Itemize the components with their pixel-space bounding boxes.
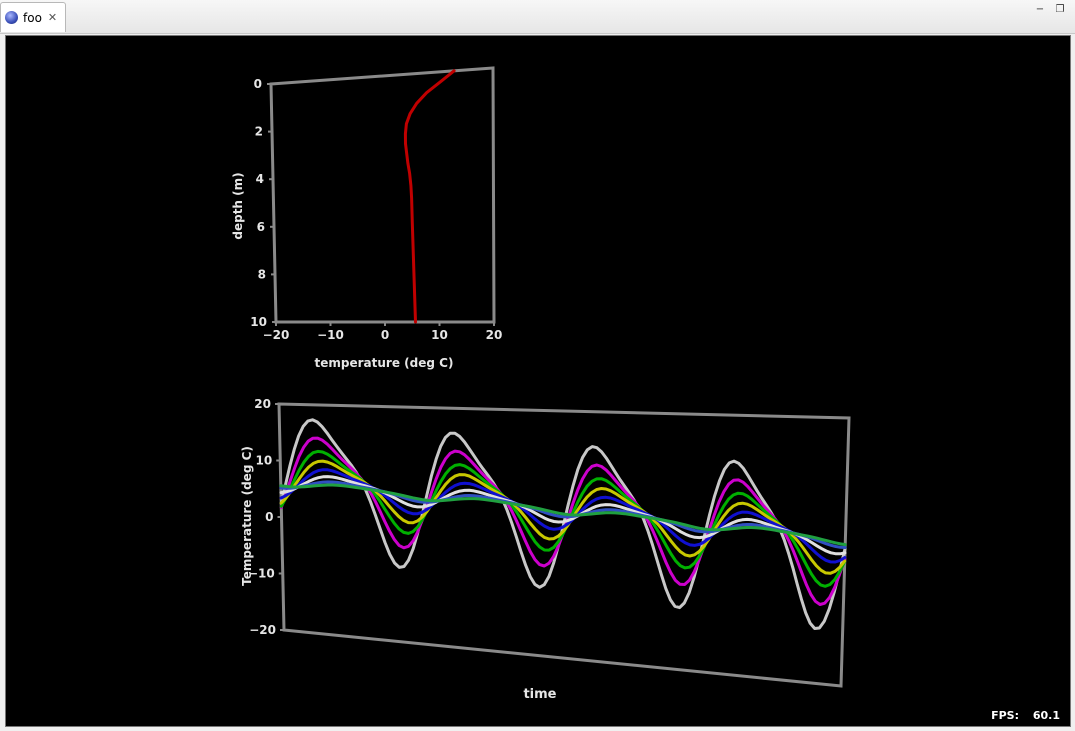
- timeseries-series-line-2: [279, 449, 847, 588]
- profile-x-tick-label: 20: [486, 328, 503, 342]
- timeseries-y-tick-label: 20: [254, 397, 271, 411]
- tab-label: foo: [23, 10, 42, 25]
- profile-y-tick-label: 2: [255, 125, 263, 139]
- timeseries-axes-frame: [277, 402, 851, 688]
- profile-series-line-0: [403, 69, 456, 324]
- timeseries-y-tick-label: 0: [265, 510, 273, 524]
- timeseries-y-tick-label: −10: [248, 567, 275, 581]
- timeseries-x-axis-label: time: [523, 687, 556, 702]
- timeseries-y-axis-label: Temperature (deg C): [240, 446, 254, 586]
- timeseries-y-tick-label: 10: [256, 454, 273, 468]
- profile-x-axis-label: temperature (deg C): [315, 356, 454, 370]
- timeseries-y-tick-label: −20: [249, 623, 276, 637]
- profile-y-tick-label: 6: [257, 220, 265, 234]
- fps-label: FPS:: [991, 709, 1020, 722]
- profile-x-tick-label: −20: [263, 328, 290, 342]
- close-icon[interactable]: ✕: [47, 11, 58, 24]
- restore-icon[interactable]: ❐: [1055, 4, 1065, 15]
- render-viewport[interactable]: −20 −10 0 10 20 0 2 4 6 8 10 temperature (deg C) dep…: [5, 35, 1071, 727]
- profile-x-tick-label: 10: [431, 328, 448, 342]
- profile-x-tick-label: 0: [381, 328, 389, 342]
- profile-x-tick-label: −10: [317, 328, 344, 342]
- profile-y-tick-label: 10: [250, 315, 267, 329]
- tab-bar: foo ✕ − ❐: [0, 0, 1075, 34]
- profile-y-tick-label: 8: [258, 267, 266, 281]
- plot-canvas: −20 −10 0 10 20 0 2 4 6 8 10 temperature (deg C) dep…: [231, 66, 851, 702]
- profile-y-axis-label: depth (m): [231, 172, 245, 239]
- tab-foo[interactable]: foo ✕: [0, 2, 66, 32]
- profile-axes-frame: [269, 66, 496, 324]
- profile-y-tick-label: 0: [254, 77, 262, 91]
- fps-readout: FPS: 60.1: [981, 709, 1060, 722]
- window-controls: − ❐: [1035, 5, 1065, 15]
- fps-value: 60.1: [1032, 709, 1060, 722]
- timeseries-series-line-7: [279, 483, 847, 547]
- profile-y-tick-label: 4: [256, 172, 264, 186]
- minimize-icon[interactable]: −: [1035, 4, 1045, 15]
- globe-icon: [5, 11, 18, 24]
